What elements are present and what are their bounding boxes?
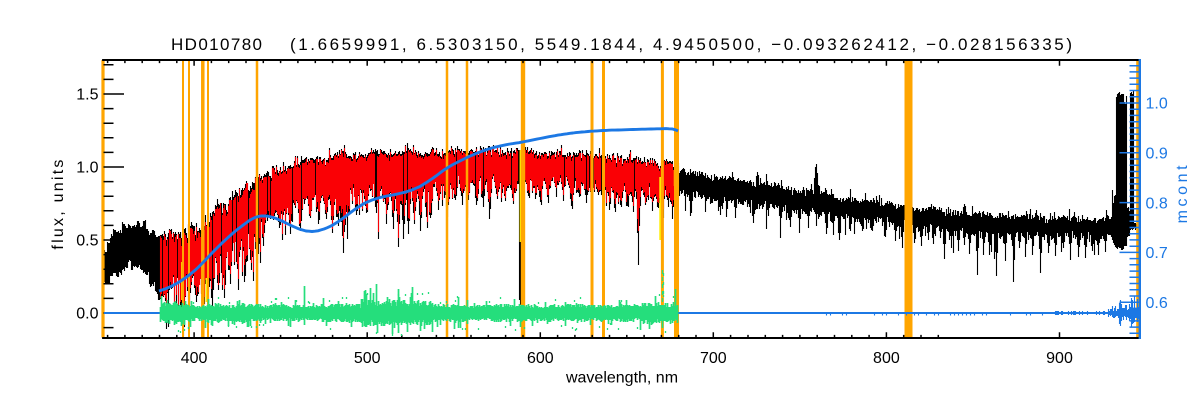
svg-text:0.5: 0.5 xyxy=(76,233,98,250)
svg-text:0.9: 0.9 xyxy=(1146,146,1168,163)
svg-text:HD010780: HD010780 xyxy=(171,35,262,54)
svg-text:0.8: 0.8 xyxy=(1146,195,1168,212)
svg-text:mcont: mcont xyxy=(1174,165,1191,224)
svg-text:600: 600 xyxy=(527,350,554,367)
svg-text:0.7: 0.7 xyxy=(1146,245,1168,262)
svg-text:0.0: 0.0 xyxy=(76,306,98,323)
svg-text:500: 500 xyxy=(354,350,381,367)
svg-text:1.5: 1.5 xyxy=(76,87,98,104)
svg-text:900: 900 xyxy=(1046,350,1073,367)
svg-text:1.0: 1.0 xyxy=(1146,96,1168,113)
svg-text:wavelength, nm: wavelength, nm xyxy=(565,370,678,387)
svg-text:700: 700 xyxy=(700,350,727,367)
svg-text:0.6: 0.6 xyxy=(1146,295,1168,312)
svg-text:400: 400 xyxy=(181,350,208,367)
svg-text:1.0: 1.0 xyxy=(76,160,98,177)
svg-text:800: 800 xyxy=(873,350,900,367)
svg-text:(1.6659991, 6.5303150, 5549.18: (1.6659991, 6.5303150, 5549.1844, 4.9450… xyxy=(290,35,1072,54)
